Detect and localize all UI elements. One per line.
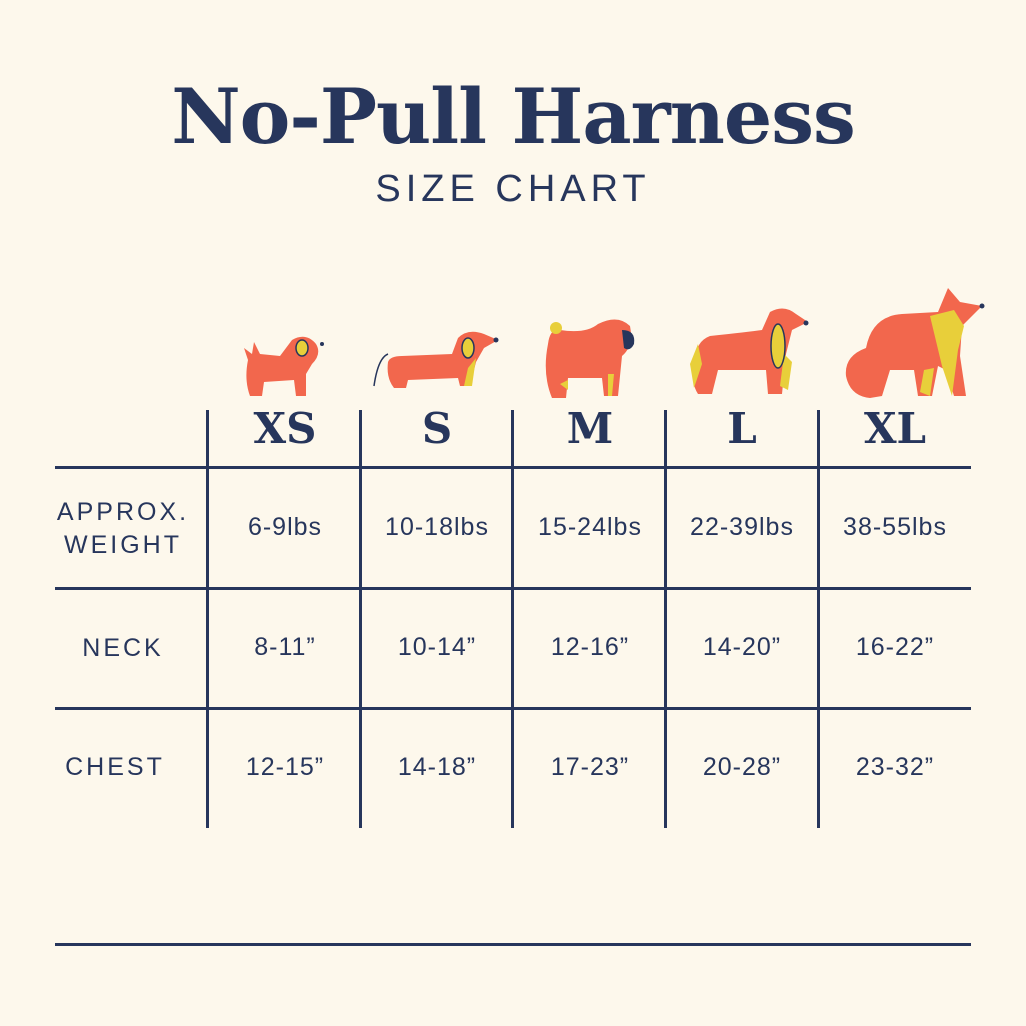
column-divider [664, 410, 667, 828]
row-divider [55, 466, 971, 469]
size-header-l: L [727, 404, 757, 453]
row-label-line: APPROX. [56, 498, 190, 526]
spaniel-icon [690, 308, 809, 394]
table-cell: 16-22” [855, 633, 935, 661]
table-cell: 8-11” [254, 633, 316, 661]
row-label-weight: APPROX. WEIGHT [40, 496, 206, 562]
page-title: No-Pull Harness [171, 72, 856, 161]
size-header-xl: XL [863, 404, 927, 453]
table-cell: 17-23” [550, 753, 630, 781]
column-divider [359, 410, 362, 828]
table-cell: 14-18” [397, 753, 477, 781]
table-cell: 23-32” [855, 753, 935, 781]
table-cell: 10-14” [397, 633, 477, 661]
collie-icon [845, 288, 985, 398]
row-label-chest: CHEST [65, 753, 165, 781]
column-divider [817, 410, 820, 828]
small-fluffy-dog-icon [244, 336, 324, 396]
size-header-xs: XS [253, 404, 317, 453]
bottom-divider [55, 943, 971, 946]
row-divider [55, 707, 971, 710]
table-cell: 12-15” [245, 753, 325, 781]
dachshund-icon [373, 331, 499, 388]
table-cell: 6-9lbs [247, 513, 323, 541]
table-cell: 14-20” [702, 633, 782, 661]
row-divider [55, 587, 971, 590]
table-cell: 15-24lbs [538, 513, 642, 541]
column-divider [511, 410, 514, 828]
size-header-m: M [566, 404, 614, 453]
table-cell: 10-18lbs [385, 513, 489, 541]
pug-icon [545, 319, 635, 398]
column-divider [206, 410, 209, 828]
row-label-line: WEIGHT [64, 531, 182, 559]
table-cell: 12-16” [550, 633, 630, 661]
page-subtitle: SIZE CHART [375, 168, 651, 210]
table-cell: 20-28” [702, 753, 782, 781]
size-header-s: S [421, 404, 453, 453]
table-cell: 22-39lbs [690, 513, 794, 541]
table-cell: 38-55lbs [843, 513, 947, 541]
row-label-neck: NECK [82, 634, 164, 662]
